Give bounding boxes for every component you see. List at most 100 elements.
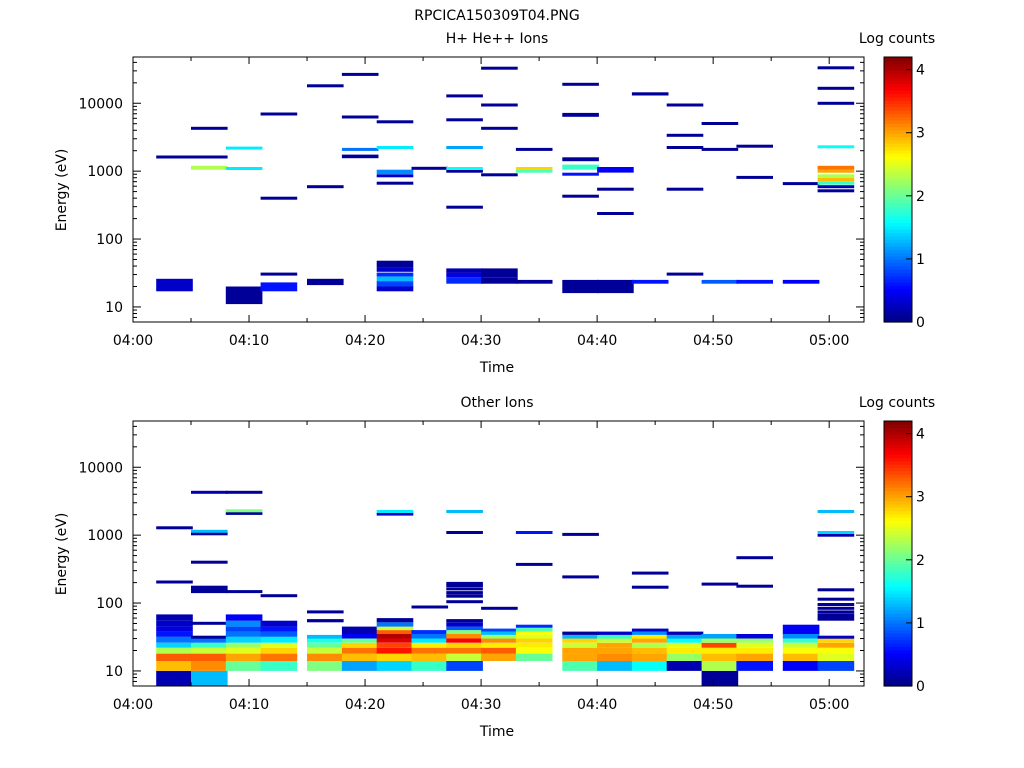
axis-ticks: 04:00 04:10 04:20 04:30 04:40 04:50 05:00 10 100… [78, 421, 864, 713]
heatmap-cell [817, 189, 855, 193]
heatmap-cell [376, 642, 414, 648]
figure-title: RPCICA150309T04.PNG [414, 8, 579, 24]
colorbar-segment [884, 483, 912, 488]
heatmap-cell [156, 631, 193, 637]
heatmap-cell [701, 638, 739, 643]
x-tick-label: 05:00 [809, 697, 849, 713]
heatmap-cell [736, 584, 773, 588]
colorbar-segment [884, 447, 912, 452]
colorbar-segment [884, 232, 912, 237]
heatmap-cell [191, 532, 228, 536]
heatmap-cell [597, 631, 634, 635]
colorbar-segment [884, 421, 912, 425]
panel-h-he-ions: H+ He++ Ions 04:00 04:10 04:20 04:30 04:40 04… [54, 31, 935, 376]
colorbar-segment [884, 530, 912, 535]
heatmap-cell [562, 164, 599, 170]
heatmap-cell [481, 103, 518, 107]
colorbar-segment [884, 573, 912, 578]
heatmap-cell [156, 661, 193, 671]
heatmap-cell [817, 181, 855, 185]
colorbar-segment [884, 93, 912, 98]
heatmap-cell [782, 279, 820, 284]
heatmap-cell [817, 165, 855, 170]
heatmap-cell [446, 591, 483, 595]
colorbar-segment [884, 179, 912, 184]
heatmap-cell [481, 628, 518, 632]
colorbar-segment [884, 666, 912, 671]
heatmap-cell [446, 634, 483, 639]
heatmap-cell [515, 642, 553, 648]
heatmap-cell [156, 653, 193, 661]
heatmap-cell [446, 622, 483, 627]
colorbar-segment [884, 298, 912, 303]
heatmap-cell [376, 267, 414, 272]
heatmap-cell [562, 661, 599, 671]
colorbar-segment [884, 110, 912, 114]
colorbar-segment [884, 269, 912, 273]
heatmap-cell [817, 597, 855, 601]
heatmap-cell [817, 86, 855, 90]
heatmap-cell [631, 638, 669, 643]
x-tick-label: 04:20 [345, 333, 385, 349]
colorbar-segment [884, 76, 912, 81]
heatmap-cell [341, 634, 379, 639]
colorbar-segment [884, 169, 912, 174]
x-tick-label: 04:50 [693, 333, 733, 349]
heatmap-cell [481, 638, 518, 643]
heatmap-cell [376, 647, 414, 654]
colorbar-segment [884, 265, 912, 270]
colorbar-segment [884, 305, 912, 310]
colorbar-segment [884, 570, 912, 574]
heatmap-cell [817, 642, 855, 648]
colorbar-segment [884, 444, 912, 449]
colorbar-segment [884, 652, 912, 657]
colorbar-segment [884, 100, 912, 104]
heatmap-cell [446, 584, 483, 588]
heatmap-cell [376, 661, 414, 671]
heatmap-cell [701, 653, 739, 661]
heatmap-cell [411, 166, 449, 170]
heatmap-cell [481, 173, 518, 177]
heatmap-cell [446, 510, 483, 513]
colorbar-segment [884, 163, 912, 167]
heatmap-cell [562, 532, 599, 536]
colorbar-segment [884, 80, 912, 85]
colorbar-segment [884, 490, 912, 495]
colorbar-segment [884, 278, 912, 283]
colorbar-segment [884, 225, 912, 230]
colorbar-segment [884, 143, 912, 148]
x-tick-label: 04:00 [113, 333, 153, 349]
colorbar-segment [884, 66, 912, 71]
colorbar-segment [884, 513, 912, 518]
colorbar-segment [884, 527, 912, 531]
heatmap-cell [701, 670, 739, 686]
panel-title: Other Ions [460, 395, 533, 411]
colorbar-segment [884, 440, 912, 445]
heatmap-cell [191, 529, 228, 533]
colorbar-tick-label: 0 [916, 315, 925, 331]
heatmap-cell [260, 647, 298, 654]
heatmap-cell [446, 146, 483, 149]
heatmap-cell [817, 177, 855, 182]
colorbar-segment [884, 470, 912, 475]
heatmap-cell [515, 647, 553, 654]
colorbar-segment [884, 156, 912, 161]
x-axis-label: Time [479, 360, 514, 376]
heatmap-cell [666, 634, 704, 639]
heatmap-cell [376, 634, 414, 639]
x-tick-label: 04:10 [229, 333, 269, 349]
heatmap-cell [411, 638, 449, 643]
heatmap-cell [481, 268, 518, 278]
heatmap-cell [817, 66, 855, 70]
heatmap-cell [817, 169, 855, 173]
colorbar-segment [884, 90, 912, 95]
colorbar-segment [884, 576, 912, 581]
colorbar-segment [884, 646, 912, 651]
heatmap-cell [481, 66, 518, 70]
x-tick-label: 04:50 [693, 697, 733, 713]
heatmap-cell [736, 175, 773, 179]
axis-ticks: 04:00 04:10 04:20 04:30 04:40 04:50 05:00 10 100… [78, 57, 864, 349]
heatmap-cell [260, 636, 298, 643]
heatmap-cell [597, 187, 634, 191]
heatmap-cell [782, 647, 820, 654]
